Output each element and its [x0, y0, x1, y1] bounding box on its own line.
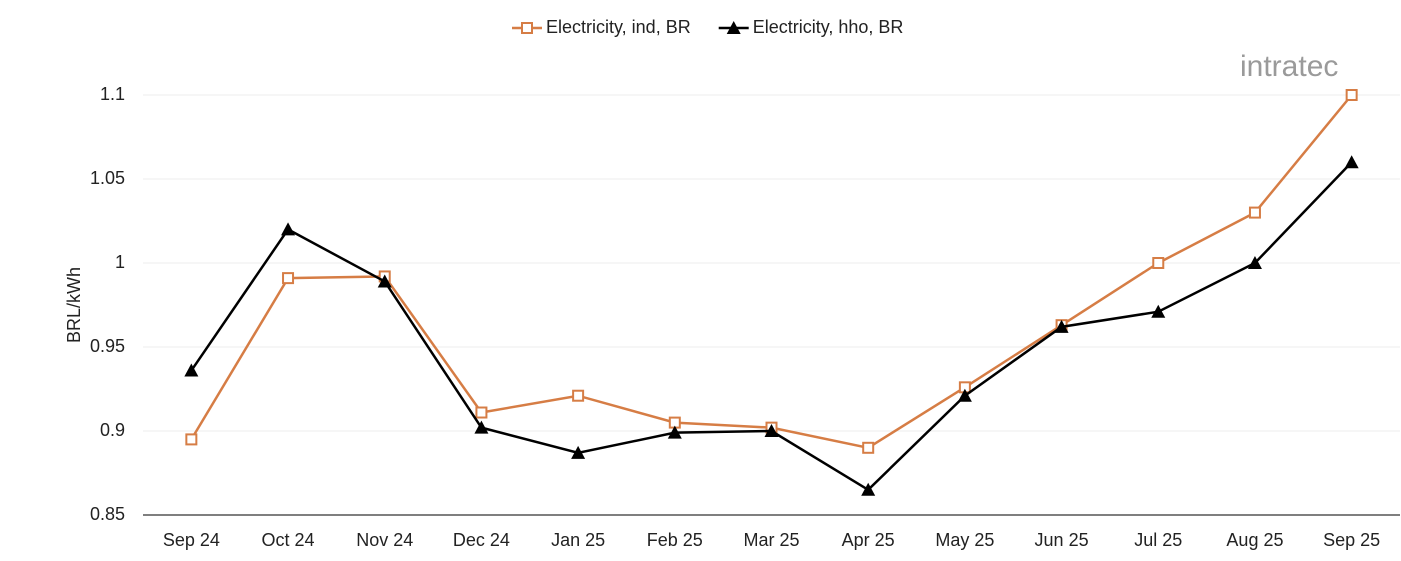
point	[377, 274, 392, 288]
point	[185, 433, 198, 446]
point	[667, 425, 682, 439]
point	[571, 445, 586, 459]
x-tick-label: Feb 25	[647, 530, 703, 550]
x-tick-label: Jun 25	[1035, 530, 1089, 550]
x-tick-label: Dec 24	[453, 530, 510, 550]
y-tick-label: 0.9	[100, 420, 125, 440]
x-tick-label: Jan 25	[551, 530, 605, 550]
point	[475, 406, 488, 419]
point	[1151, 304, 1166, 318]
point	[1247, 256, 1262, 269]
point	[521, 22, 533, 34]
y-axis-label: BRL/kWh	[64, 267, 84, 343]
point	[1054, 319, 1069, 333]
x-tick-label: Apr 25	[842, 530, 895, 550]
series-line	[190, 161, 1353, 492]
x-tick-label: Aug 25	[1226, 530, 1283, 550]
y-tick-label: 1.05	[90, 168, 125, 188]
legend-label: Electricity, hho, BR	[753, 17, 904, 37]
x-tick-label: Nov 24	[356, 530, 413, 550]
point	[861, 482, 876, 496]
legend-label: Electricity, ind, BR	[546, 17, 691, 37]
x-tick-label: Mar 25	[743, 530, 799, 550]
x-tick-label: Oct 24	[262, 530, 315, 550]
watermark: intratec	[1240, 50, 1338, 83]
x-tick-label: Sep 24	[163, 530, 220, 550]
point	[957, 388, 972, 402]
y-tick-label: 1.1	[100, 84, 125, 104]
point	[1345, 89, 1358, 101]
point	[281, 222, 296, 236]
x-tick-label: May 25	[935, 530, 994, 550]
y-tick-label: 0.85	[90, 504, 125, 524]
y-tick-label: 0.95	[90, 336, 125, 356]
point	[1248, 206, 1261, 219]
point	[726, 21, 741, 34]
x-tick-label: Sep 25	[1323, 530, 1380, 550]
y-tick-label: 1	[115, 252, 125, 272]
point	[572, 389, 585, 402]
point	[184, 363, 199, 377]
point	[1152, 257, 1165, 269]
point	[1344, 155, 1359, 169]
point	[764, 424, 779, 437]
point	[862, 441, 875, 454]
point	[474, 420, 489, 434]
x-tick-label: Jul 25	[1134, 530, 1182, 550]
point	[282, 272, 295, 285]
